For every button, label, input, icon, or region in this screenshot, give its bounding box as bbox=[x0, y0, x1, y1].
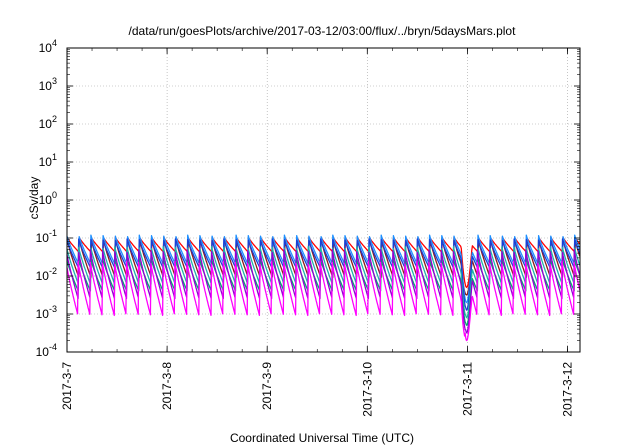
y-tick-label: 10-2 bbox=[36, 266, 57, 283]
series-layer bbox=[66, 234, 581, 342]
y-tick-label: 103 bbox=[39, 76, 57, 93]
plot-frame bbox=[66, 47, 581, 353]
plot-border bbox=[66, 47, 581, 353]
series-line-5 bbox=[66, 245, 581, 319]
x-tick-label: 2017-3-7 bbox=[60, 362, 74, 410]
y-tick-label: 10-3 bbox=[36, 304, 57, 321]
x-tick-label: 2017-3-9 bbox=[260, 362, 274, 410]
x-tick-label: 2017-3-11 bbox=[460, 362, 474, 416]
y-tick-label: 100 bbox=[39, 190, 57, 207]
y-axis-label: cSv/day bbox=[27, 177, 41, 220]
y-ticks: 10-4 10-3 10-2 10-1 100 101 102 103 104 bbox=[36, 38, 580, 359]
series-line-7 bbox=[66, 249, 581, 334]
x-axis-label: Coordinated Universal Time (UTC) bbox=[230, 431, 414, 445]
x-tick-label: 2017-3-10 bbox=[360, 362, 374, 417]
y-tick-label: 10-4 bbox=[36, 342, 57, 359]
series-line-4 bbox=[66, 238, 581, 311]
series-line-3 bbox=[66, 234, 581, 304]
x-tick-label: 2017-3-8 bbox=[160, 362, 174, 410]
y-tick-label: 102 bbox=[39, 114, 57, 131]
y-tick-label: 101 bbox=[39, 152, 57, 169]
y-tick-label: 10-1 bbox=[36, 228, 57, 245]
y-tick-label: 104 bbox=[39, 38, 57, 55]
x-ticks: 2017-3-7 2017-3-8 2017-3-9 2017-3-10 2017-3-… bbox=[60, 48, 574, 417]
x-tick-label: 2017-3-12 bbox=[560, 362, 574, 417]
grid bbox=[67, 48, 580, 352]
chart-title: /data/run/goesPlots/archive/2017-03-12/0… bbox=[129, 24, 517, 38]
series-line-8 bbox=[66, 260, 581, 342]
